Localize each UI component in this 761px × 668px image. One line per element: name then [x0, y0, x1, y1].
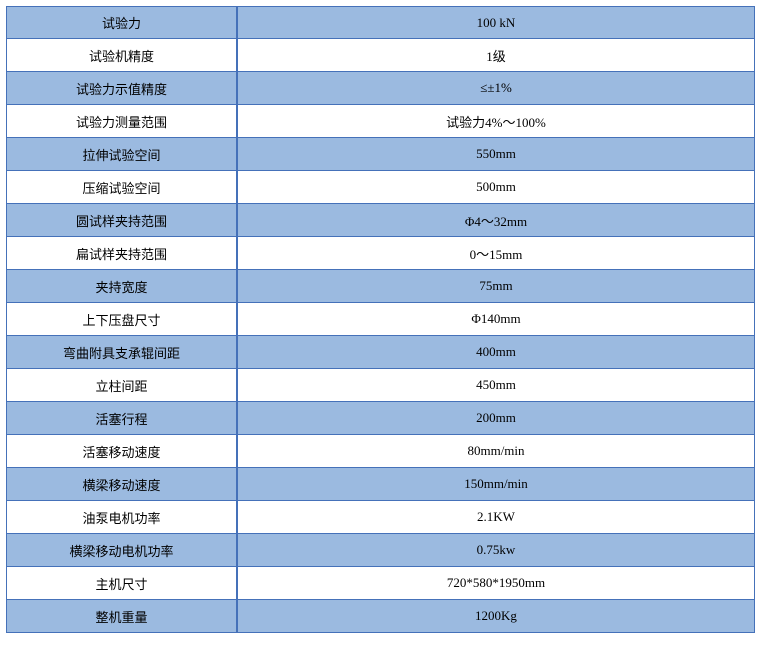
- cell-value: 200mm: [237, 402, 755, 435]
- cell-value: 400mm: [237, 336, 755, 369]
- cell-label: 活塞行程: [6, 402, 237, 435]
- cell-value: 1200Kg: [237, 600, 755, 633]
- table-row: 立柱间距 450mm: [6, 369, 755, 402]
- cell-value: 720*580*1950mm: [237, 567, 755, 600]
- cell-label: 活塞移动速度: [6, 435, 237, 468]
- cell-label: 横梁移动速度: [6, 468, 237, 501]
- cell-value: 450mm: [237, 369, 755, 402]
- cell-label: 弯曲附具支承辊间距: [6, 336, 237, 369]
- cell-value: 550mm: [237, 138, 755, 171]
- cell-label: 圆试样夹持范围: [6, 204, 237, 237]
- cell-label: 横梁移动电机功率: [6, 534, 237, 567]
- cell-value: 100 kN: [237, 6, 755, 39]
- table-row: 圆试样夹持范围 Φ4～32mm: [6, 204, 755, 237]
- table-row: 试验力测量范围 试验力4%～100%: [6, 105, 755, 138]
- table-row: 上下压盘尺寸 Φ140mm: [6, 303, 755, 336]
- cell-label: 压缩试验空间: [6, 171, 237, 204]
- cell-label: 立柱间距: [6, 369, 237, 402]
- cell-label: 主机尺寸: [6, 567, 237, 600]
- table-row: 试验力示值精度 ≤±1%: [6, 72, 755, 105]
- cell-label: 试验机精度: [6, 39, 237, 72]
- table-row: 压缩试验空间 500mm: [6, 171, 755, 204]
- cell-value: 0～15mm: [237, 237, 755, 270]
- cell-label: 试验力示值精度: [6, 72, 237, 105]
- table-row: 活塞行程 200mm: [6, 402, 755, 435]
- table-body: 试验力 100 kN 试验机精度 1级 试验力示值精度 ≤±1% 试验力测量范围…: [6, 6, 755, 633]
- cell-value: Φ140mm: [237, 303, 755, 336]
- cell-label: 整机重量: [6, 600, 237, 633]
- cell-value: 1级: [237, 39, 755, 72]
- cell-value: 试验力4%～100%: [237, 105, 755, 138]
- cell-value: 75mm: [237, 270, 755, 303]
- table-row: 试验力 100 kN: [6, 6, 755, 39]
- cell-label: 上下压盘尺寸: [6, 303, 237, 336]
- table-row: 主机尺寸 720*580*1950mm: [6, 567, 755, 600]
- table-row: 横梁移动速度 150mm/min: [6, 468, 755, 501]
- cell-value: 80mm/min: [237, 435, 755, 468]
- table-row: 油泵电机功率 2.1KW: [6, 501, 755, 534]
- cell-value: 150mm/min: [237, 468, 755, 501]
- cell-label: 夹持宽度: [6, 270, 237, 303]
- cell-label: 试验力: [6, 6, 237, 39]
- cell-label: 油泵电机功率: [6, 501, 237, 534]
- cell-value: Φ4～32mm: [237, 204, 755, 237]
- cell-value: 500mm: [237, 171, 755, 204]
- cell-value: ≤±1%: [237, 72, 755, 105]
- cell-label: 拉伸试验空间: [6, 138, 237, 171]
- table-row: 试验机精度 1级: [6, 39, 755, 72]
- cell-value: 2.1KW: [237, 501, 755, 534]
- cell-value: 0.75kw: [237, 534, 755, 567]
- table-row: 夹持宽度 75mm: [6, 270, 755, 303]
- table-row: 拉伸试验空间 550mm: [6, 138, 755, 171]
- table-row: 扁试样夹持范围 0～15mm: [6, 237, 755, 270]
- table-row: 活塞移动速度 80mm/min: [6, 435, 755, 468]
- table-row: 弯曲附具支承辊间距 400mm: [6, 336, 755, 369]
- table-row: 整机重量 1200Kg: [6, 600, 755, 633]
- specification-table: 试验力 100 kN 试验机精度 1级 试验力示值精度 ≤±1% 试验力测量范围…: [6, 6, 755, 633]
- table-row: 横梁移动电机功率 0.75kw: [6, 534, 755, 567]
- cell-label: 试验力测量范围: [6, 105, 237, 138]
- cell-label: 扁试样夹持范围: [6, 237, 237, 270]
